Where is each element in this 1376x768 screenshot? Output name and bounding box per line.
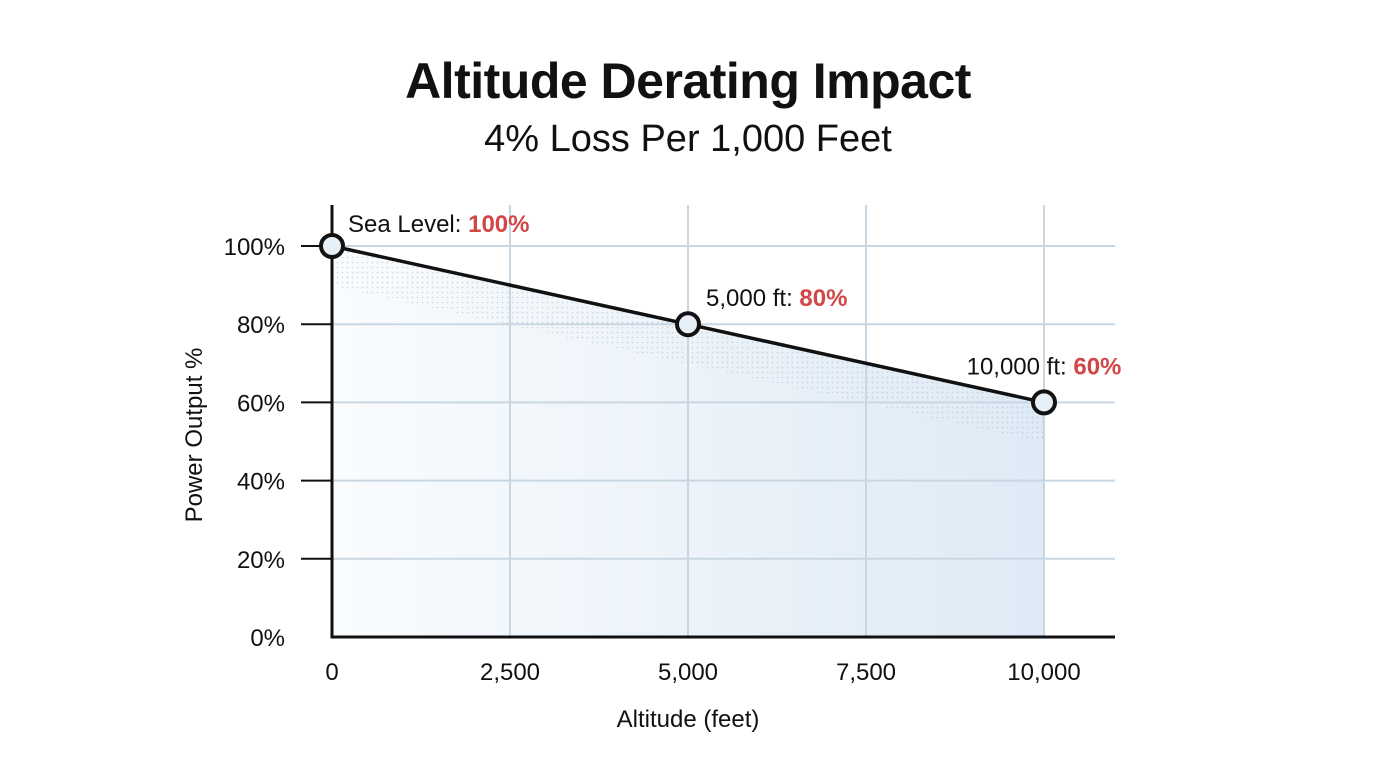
data-point xyxy=(319,233,345,259)
annotation-label: 5,000 ft: 80% xyxy=(706,285,847,312)
chart-subtitle: 4% Loss Per 1,000 Feet xyxy=(484,118,892,160)
annotation-label: 10,000 ft: 60% xyxy=(967,353,1122,380)
y-tick-label: 40% xyxy=(237,469,285,496)
data-point xyxy=(1031,389,1057,416)
x-tick-label: 2,500 xyxy=(480,659,540,686)
annotation-label: Sea Level: 100% xyxy=(348,211,529,238)
data-point xyxy=(675,311,701,338)
y-tick-label: 100% xyxy=(224,234,285,261)
y-tick-label: 60% xyxy=(237,390,285,417)
x-tick-label: 0 xyxy=(325,659,338,686)
y-axis-label: Power Output % xyxy=(181,348,208,523)
y-tick-label: 80% xyxy=(237,312,285,339)
x-tick-label: 5,000 xyxy=(658,659,718,686)
y-tick-label: 0% xyxy=(250,625,285,652)
chart-title: Altitude Derating Impact xyxy=(405,53,971,109)
x-axis-label: Altitude (feet) xyxy=(617,706,760,733)
x-tick-label: 10,000 xyxy=(1007,659,1080,686)
x-tick-label: 7,500 xyxy=(836,659,896,686)
y-tick-label: 20% xyxy=(237,547,285,574)
